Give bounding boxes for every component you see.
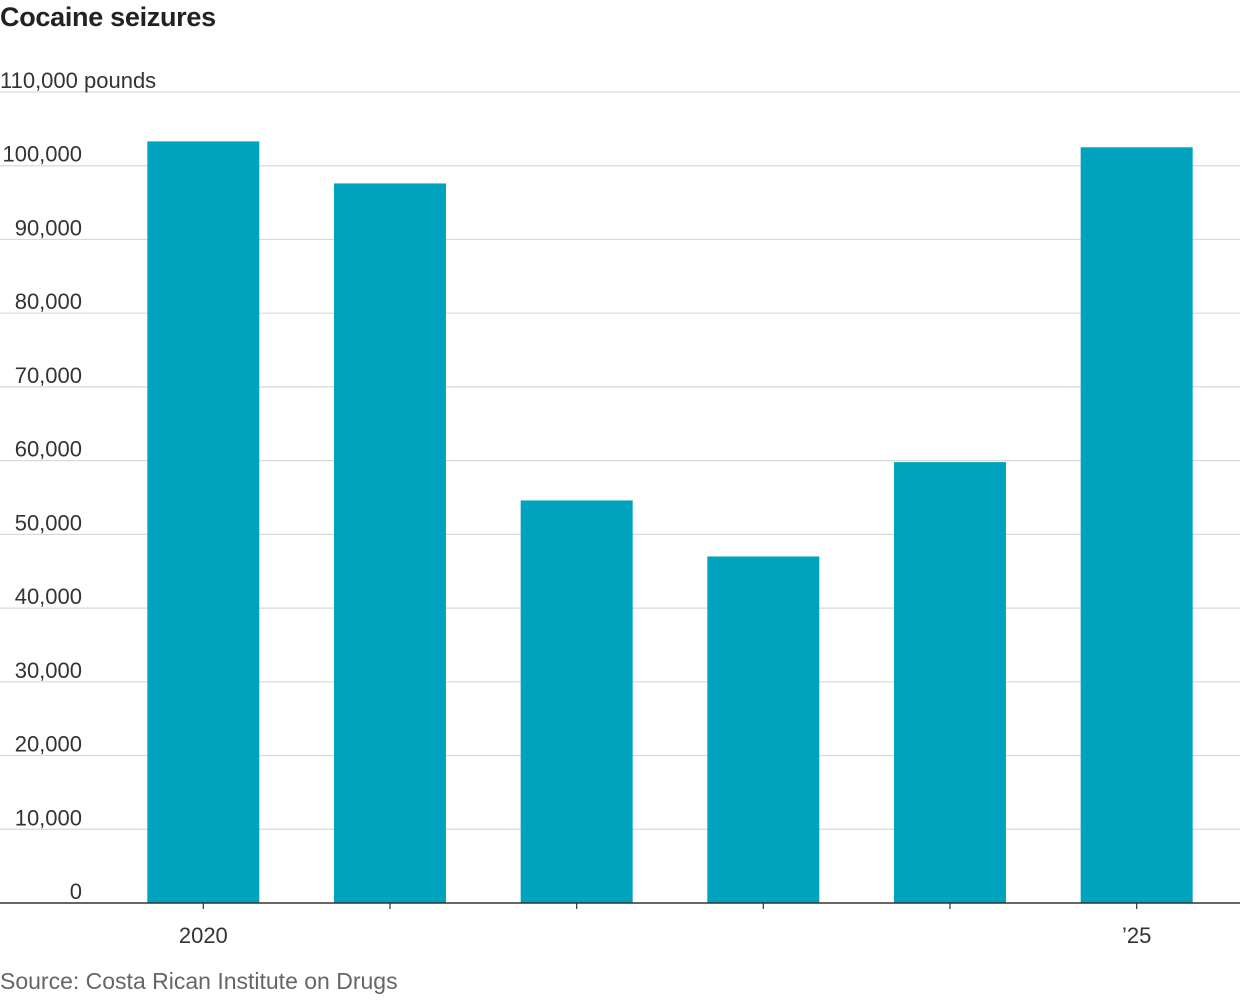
y-tick-label: 70,000 bbox=[15, 363, 82, 388]
source-note: Source: Costa Rican Institute on Drugs bbox=[0, 968, 398, 994]
y-tick-label: 0 bbox=[70, 879, 82, 904]
x-tick-label: 2020 bbox=[179, 923, 228, 948]
bar-2021 bbox=[334, 183, 446, 903]
bar-2022 bbox=[520, 500, 633, 903]
y-tick-label: 60,000 bbox=[15, 437, 82, 462]
y-tick-label: 30,000 bbox=[15, 658, 82, 683]
y-tick-label: 10,000 bbox=[15, 805, 82, 830]
x-tick-label: ’25 bbox=[1122, 923, 1151, 948]
bar-2025 bbox=[1080, 147, 1193, 903]
y-tick-label: 100,000 bbox=[2, 142, 82, 167]
bar-2023 bbox=[707, 556, 820, 903]
bar-2024 bbox=[894, 462, 1006, 903]
y-tick-label: 40,000 bbox=[15, 584, 82, 609]
y-tick-label: 20,000 bbox=[15, 732, 82, 757]
y-tick-label: 110,000 pounds bbox=[0, 68, 156, 93]
y-tick-label: 50,000 bbox=[15, 510, 82, 535]
bars bbox=[147, 141, 1193, 903]
x-axis-ticks: 2020 ’25 bbox=[179, 903, 1151, 948]
bar-2020 bbox=[147, 141, 260, 903]
y-tick-label: 80,000 bbox=[15, 289, 82, 314]
y-axis-ticks: 0 10,000 20,000 30,000 40,000 50,000 60,000 70,… bbox=[0, 68, 156, 904]
y-tick-label: 90,000 bbox=[15, 215, 82, 240]
chart-title: Cocaine seizures bbox=[0, 2, 216, 32]
